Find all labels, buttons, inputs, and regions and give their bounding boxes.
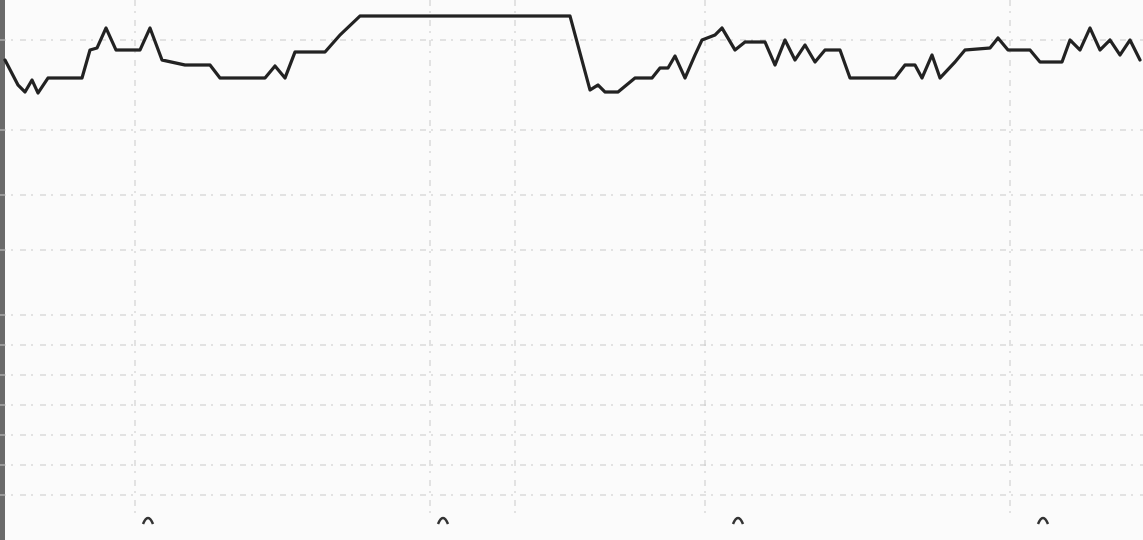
bottom-markers [141,516,1050,525]
marker [731,516,745,525]
background-grid [0,0,1143,520]
marker [141,516,155,525]
marker [436,516,450,525]
scan-edge [0,0,5,540]
line-series [3,14,1142,95]
marker [1036,516,1050,525]
